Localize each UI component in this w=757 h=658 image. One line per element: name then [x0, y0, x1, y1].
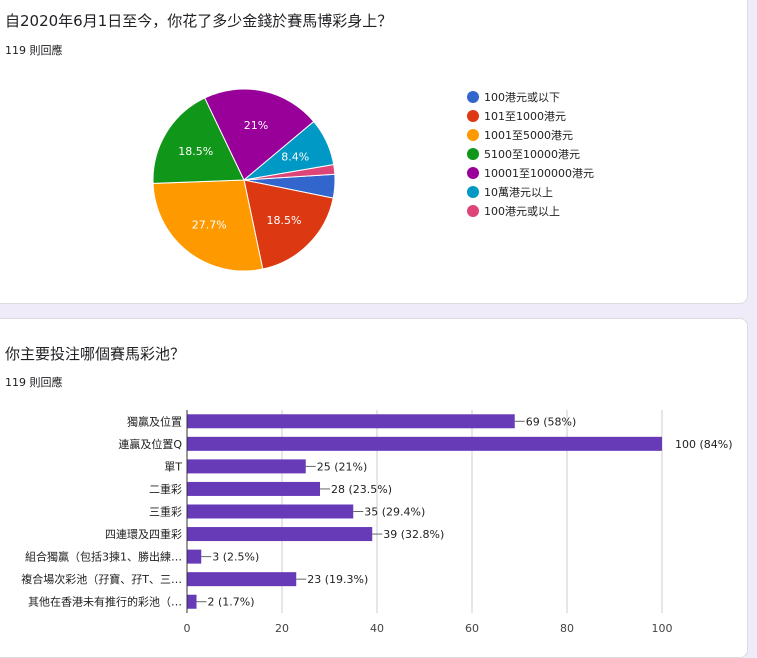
- pie-slice: [152, 97, 245, 184]
- legend-swatch: [467, 167, 479, 179]
- pie-slice-label: 8.4%: [281, 150, 309, 163]
- legend-swatch: [467, 129, 479, 141]
- category-label: 二重彩: [149, 482, 182, 496]
- response-count: 119 則回應: [5, 376, 63, 389]
- legend-label: 5100至10000港元: [484, 148, 580, 161]
- pie-slice-label: 21%: [244, 119, 268, 132]
- x-tick-label: 40: [370, 622, 384, 635]
- pie-slice-label: 27.7%: [192, 218, 227, 231]
- bar: [187, 459, 306, 474]
- legend-swatch: [467, 91, 479, 103]
- pie-slice-label: 18.5%: [178, 145, 213, 158]
- legend-swatch: [467, 186, 479, 198]
- bar: [187, 594, 197, 609]
- category-label: 四連環及四重彩: [105, 527, 182, 541]
- data-label: 23 (19.3%): [307, 573, 368, 586]
- pie-slice: [243, 164, 336, 181]
- category-label: 單T: [164, 460, 182, 473]
- x-tick-label: 80: [560, 622, 574, 635]
- data-label: 69 (58%): [526, 415, 577, 428]
- question-title: 自2020年6月1日至今，你花了多少金錢於賽馬博彩身上？: [5, 12, 393, 30]
- bar: [187, 527, 373, 542]
- data-label: 28 (23.5%): [331, 483, 392, 496]
- bar: [187, 572, 297, 587]
- question-card-spending: 自2020年6月1日至今，你花了多少金錢於賽馬博彩身上？ 119 則回應: [0, 0, 748, 304]
- legend-label: 100港元或以下: [484, 91, 560, 104]
- data-label: 35 (29.4%): [364, 506, 425, 519]
- bar: [187, 436, 662, 451]
- pie-slice-label: 18.5%: [267, 214, 302, 227]
- x-tick-label: 100: [652, 622, 673, 635]
- legend-label: 1001至5000港元: [484, 129, 573, 142]
- bar: [187, 504, 354, 519]
- x-tick-label: 0: [184, 622, 191, 635]
- legend-swatch: [467, 205, 479, 217]
- category-label: 獨贏及位置: [127, 414, 182, 428]
- x-tick-label: 60: [465, 622, 479, 635]
- legend-swatch: [467, 110, 479, 122]
- category-label: 連贏及位置Q: [118, 437, 182, 451]
- legend-label: 10001至100000港元: [484, 167, 594, 180]
- question-title: 你主要投注哪個賽馬彩池？: [5, 345, 186, 363]
- legend-label: 10萬港元以上: [484, 186, 553, 199]
- data-label: 100 (84%): [675, 438, 733, 451]
- x-tick-label: 20: [275, 622, 289, 635]
- data-label: 25 (21%): [317, 460, 368, 473]
- legend-label: 101至1000港元: [484, 110, 566, 123]
- category-label: 三重彩: [149, 505, 182, 519]
- bar: [187, 549, 202, 564]
- pie-slice: [243, 179, 334, 270]
- question-card-pool: 你主要投注哪個賽馬彩池？ 119 則回應: [0, 318, 748, 658]
- legend-swatch: [467, 148, 479, 160]
- data-label: 2 (1.7%): [208, 596, 255, 609]
- bar: [187, 414, 515, 429]
- pie-slice: [152, 179, 264, 272]
- pie-slice: [204, 88, 315, 181]
- category-label: 複合場次彩池（孖寶、孖T、三…: [21, 572, 182, 586]
- data-label: 3 (2.5%): [212, 551, 259, 564]
- bar: [187, 481, 320, 496]
- category-label: 組合獨贏（包括3揀1、勝出練…: [25, 550, 182, 564]
- legend-label: 100港元或以上: [484, 205, 560, 218]
- response-count: 119 則回應: [5, 44, 63, 57]
- category-label: 其他在香港未有推行的彩池（…: [28, 595, 182, 609]
- data-label: 39 (32.8%): [383, 528, 444, 541]
- pie-chart: 18.5% 27.7% 18.5% 21% 8.4% 100港元或以下 101至1000港元…: [152, 88, 594, 272]
